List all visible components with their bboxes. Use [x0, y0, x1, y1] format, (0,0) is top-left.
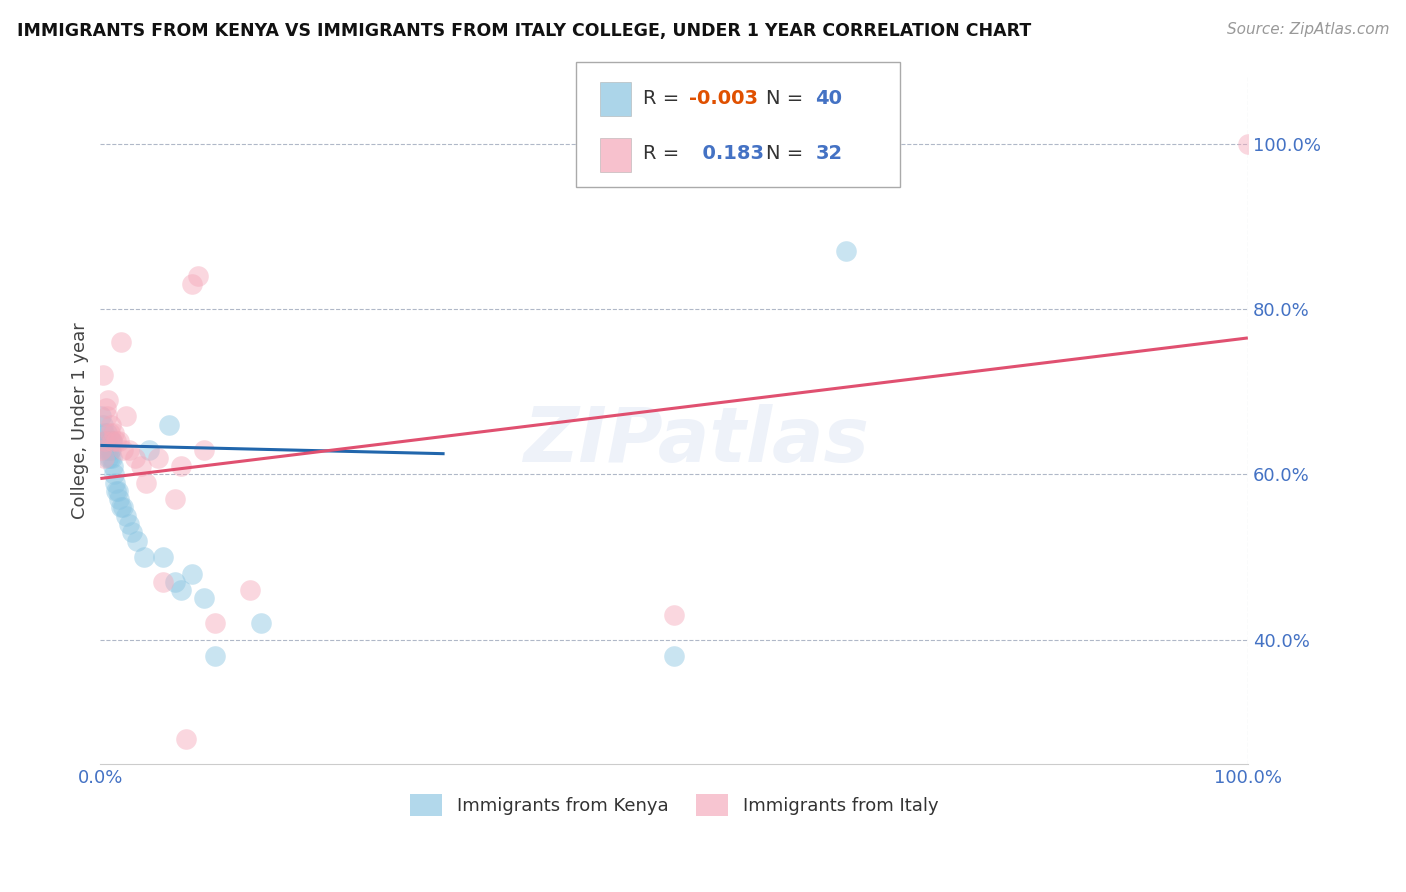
Text: ZIPatlas: ZIPatlas	[524, 404, 870, 478]
Text: -0.003: -0.003	[689, 88, 758, 108]
Text: IMMIGRANTS FROM KENYA VS IMMIGRANTS FROM ITALY COLLEGE, UNDER 1 YEAR CORRELATION: IMMIGRANTS FROM KENYA VS IMMIGRANTS FROM…	[17, 22, 1031, 40]
Text: Source: ZipAtlas.com: Source: ZipAtlas.com	[1226, 22, 1389, 37]
Text: 40: 40	[815, 88, 842, 108]
Text: R =: R =	[643, 88, 685, 108]
Text: R =: R =	[643, 144, 685, 163]
Point	[118, 442, 141, 457]
Point	[104, 475, 127, 490]
Point	[238, 583, 260, 598]
Point	[662, 607, 685, 622]
Point	[124, 450, 146, 465]
Point	[100, 417, 122, 432]
Point	[193, 442, 215, 457]
Point	[157, 417, 180, 432]
Point	[96, 409, 118, 424]
Point	[187, 268, 209, 283]
Point	[1237, 136, 1260, 151]
Point	[170, 459, 193, 474]
Point	[118, 516, 141, 531]
Text: N =: N =	[766, 88, 810, 108]
Point	[250, 616, 273, 631]
Point	[193, 591, 215, 606]
Text: 32: 32	[815, 144, 842, 163]
Point	[204, 616, 226, 631]
Point	[135, 475, 157, 490]
Point	[152, 574, 174, 589]
Point	[662, 649, 685, 664]
Point	[152, 550, 174, 565]
Point	[146, 450, 169, 465]
Point	[101, 459, 124, 474]
Point	[163, 574, 186, 589]
Point	[125, 533, 148, 548]
Point	[170, 583, 193, 598]
Point	[100, 442, 122, 457]
Legend: Immigrants from Kenya, Immigrants from Italy: Immigrants from Kenya, Immigrants from I…	[402, 787, 945, 823]
Point	[105, 434, 128, 449]
Point	[97, 450, 120, 465]
Point	[94, 401, 117, 416]
Point	[110, 334, 132, 349]
Point	[97, 392, 120, 407]
Point	[114, 508, 136, 523]
Text: 0.183: 0.183	[689, 144, 763, 163]
Point	[163, 492, 186, 507]
Point	[94, 434, 117, 449]
Point	[176, 731, 198, 746]
Point	[105, 483, 128, 498]
Point	[114, 409, 136, 424]
Point	[101, 450, 124, 465]
Point	[129, 459, 152, 474]
Point	[181, 277, 204, 292]
Point	[94, 442, 117, 457]
Point	[121, 525, 143, 540]
Point	[107, 483, 129, 498]
Point	[96, 434, 118, 449]
Point	[98, 425, 121, 440]
Point	[103, 467, 125, 482]
Point	[91, 417, 114, 432]
Point	[204, 649, 226, 664]
Point	[110, 500, 132, 515]
Point	[112, 442, 135, 457]
Point	[107, 492, 129, 507]
Point	[97, 442, 120, 457]
Point	[103, 425, 125, 440]
Point	[90, 409, 112, 424]
Point	[132, 550, 155, 565]
Point	[112, 500, 135, 515]
Point	[98, 450, 121, 465]
Point	[91, 368, 114, 383]
Point	[101, 434, 124, 449]
Point	[93, 425, 115, 440]
Point	[101, 434, 124, 449]
Point	[107, 434, 129, 449]
Y-axis label: College, Under 1 year: College, Under 1 year	[72, 322, 89, 519]
Point	[90, 442, 112, 457]
Point	[100, 434, 122, 449]
Point	[94, 434, 117, 449]
Text: N =: N =	[766, 144, 810, 163]
Point	[94, 434, 117, 449]
Point	[93, 450, 115, 465]
Point	[835, 244, 858, 259]
Point	[181, 566, 204, 581]
Point	[138, 442, 160, 457]
Point	[98, 442, 121, 457]
Point	[96, 425, 118, 440]
